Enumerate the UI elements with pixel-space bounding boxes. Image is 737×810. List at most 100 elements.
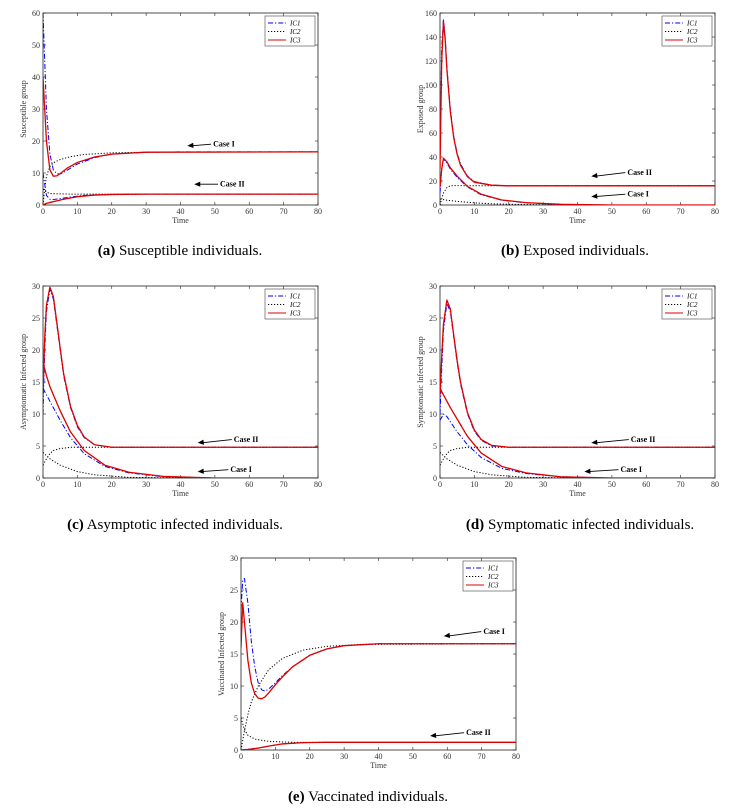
y-tick-label: 20 [32, 137, 40, 146]
legend-label: IC1 [289, 20, 301, 28]
y-tick-label: 25 [429, 314, 437, 323]
annotation-label: Case II [631, 435, 656, 444]
y-tick-label: 20 [429, 177, 437, 186]
caption-b-text: Exposed individuals. [523, 243, 649, 259]
x-tick-label: 50 [211, 480, 219, 489]
legend-label: IC2 [289, 28, 301, 36]
annotation-arrow-head [591, 172, 598, 179]
x-tick-label: 10 [470, 207, 478, 216]
series-line-ic3-case-i [43, 76, 318, 177]
y-tick-label: 60 [32, 9, 40, 18]
x-tick-label: 20 [505, 207, 513, 216]
legend-box [462, 560, 514, 592]
legend-box [661, 288, 713, 320]
x-tick-label: 50 [608, 480, 616, 489]
y-axis-label: Exposed group [416, 85, 425, 133]
x-tick-label: 30 [539, 480, 547, 489]
annotation-arrow-shaft [201, 439, 232, 444]
y-tick-label: 20 [32, 346, 40, 355]
legend-label: IC3 [686, 37, 698, 45]
y-tick-label: 0 [36, 201, 40, 210]
legend-label: IC1 [487, 565, 499, 573]
annotation-arrow-shaft [434, 732, 465, 737]
caption-b-label: (b) [501, 243, 520, 259]
series-line-ic3-case-i [43, 362, 318, 478]
series-line-ic3-case-ii [43, 193, 318, 205]
x-tick-label: 50 [409, 752, 417, 761]
x-tick-label: 20 [108, 207, 116, 216]
y-tick-label: 30 [32, 282, 40, 291]
annotation-label: Case II [627, 168, 652, 177]
y-tick-label: 30 [429, 282, 437, 291]
x-tick-label: 60 [642, 480, 650, 489]
annotation-arrow-head [187, 142, 194, 148]
x-tick-label: 0 [239, 752, 243, 761]
series-line-ic3-case-ii [43, 286, 318, 448]
x-tick-label: 40 [574, 480, 582, 489]
x-tick-label: 50 [211, 207, 219, 216]
chart-exposed: 0 10 20 30 40 50 60 70 80 0 20 40 60 80 100 120 140 160 Ti… [416, 9, 719, 225]
annotation-arrow-head [591, 439, 598, 445]
x-axis-label: Time [569, 216, 586, 225]
caption-a-text: Susceptible individuals. [118, 243, 263, 259]
series-group [440, 18, 715, 205]
caption-a: (a) Susceptible individuals. [80, 243, 280, 260]
x-tick-label: 70 [280, 480, 288, 489]
x-tick-label: 20 [505, 480, 513, 489]
x-tick-label: 60 [642, 207, 650, 216]
series-line-ic3-case-i [440, 388, 715, 478]
panel-asymptomatic: 0 10 20 30 40 50 60 70 80 0 5 10 15 20 25 30 Time Asympto… [10, 278, 330, 518]
legend-label: IC2 [686, 301, 698, 309]
caption-d-text: Symptomatic infected individuals. [487, 517, 695, 533]
y-tick-label: 40 [429, 153, 437, 162]
series-line-ic1-case-i [43, 13, 318, 175]
legend-label: IC3 [686, 310, 698, 318]
annotation-arrow-head [194, 181, 201, 187]
chart-asymptomatic: 0 10 20 30 40 50 60 70 80 0 5 10 15 20 25 30 Time Asympto… [19, 282, 322, 498]
series-line-ic2-case-ii [440, 446, 715, 466]
y-tick-label: 25 [230, 586, 238, 595]
x-tick-label: 60 [245, 480, 253, 489]
y-tick-label: 5 [234, 714, 238, 723]
x-tick-label: 50 [608, 207, 616, 216]
x-tick-label: 80 [512, 752, 520, 761]
annotation-label: Case I [230, 465, 252, 474]
y-axis-label: Symptomatic Infected group [416, 336, 425, 428]
x-tick-label: 10 [73, 480, 81, 489]
y-tick-label: 10 [429, 410, 437, 419]
y-tick-label: 140 [425, 33, 437, 42]
annotation-arrow-shaft [447, 631, 482, 637]
x-tick-label: 70 [478, 752, 486, 761]
y-tick-label: 25 [32, 314, 40, 323]
series-line-ic2-case-ii [241, 717, 516, 743]
caption-d: (d) Symptomatic infected individuals. [440, 517, 720, 534]
x-tick-label: 70 [677, 207, 685, 216]
x-axis-label: Time [569, 489, 586, 498]
y-tick-label: 160 [425, 9, 437, 18]
x-tick-label: 10 [73, 207, 81, 216]
series-line-ic3-case-i [440, 157, 715, 205]
annotation-arrow-shaft [595, 172, 626, 177]
legend-label: IC2 [487, 573, 499, 581]
caption-a-label: (a) [97, 243, 116, 259]
caption-e: (e) Vaccinated individuals. [268, 789, 468, 806]
annotation-arrow-shaft [595, 439, 629, 444]
annotation-arrow-shaft [201, 469, 229, 473]
legend-label: IC1 [289, 293, 301, 301]
panel-vaccinated: 0 10 20 30 40 50 60 70 80 0 5 10 15 20 25 30 Time Vaccina… [208, 550, 528, 790]
series-line-ic3-case-ii [440, 20, 715, 187]
x-tick-label: 30 [539, 207, 547, 216]
annotation-label: Case I [627, 190, 649, 199]
series-group [43, 13, 318, 205]
x-tick-label: 80 [314, 207, 322, 216]
legend-label: IC1 [686, 20, 698, 28]
legend-label: IC3 [487, 582, 499, 590]
annotation-label: Case I [213, 140, 235, 149]
x-tick-label: 0 [438, 480, 442, 489]
y-tick-label: 0 [433, 474, 437, 483]
annotation-arrow-head [591, 193, 598, 199]
annotation-arrow-head [430, 732, 437, 738]
